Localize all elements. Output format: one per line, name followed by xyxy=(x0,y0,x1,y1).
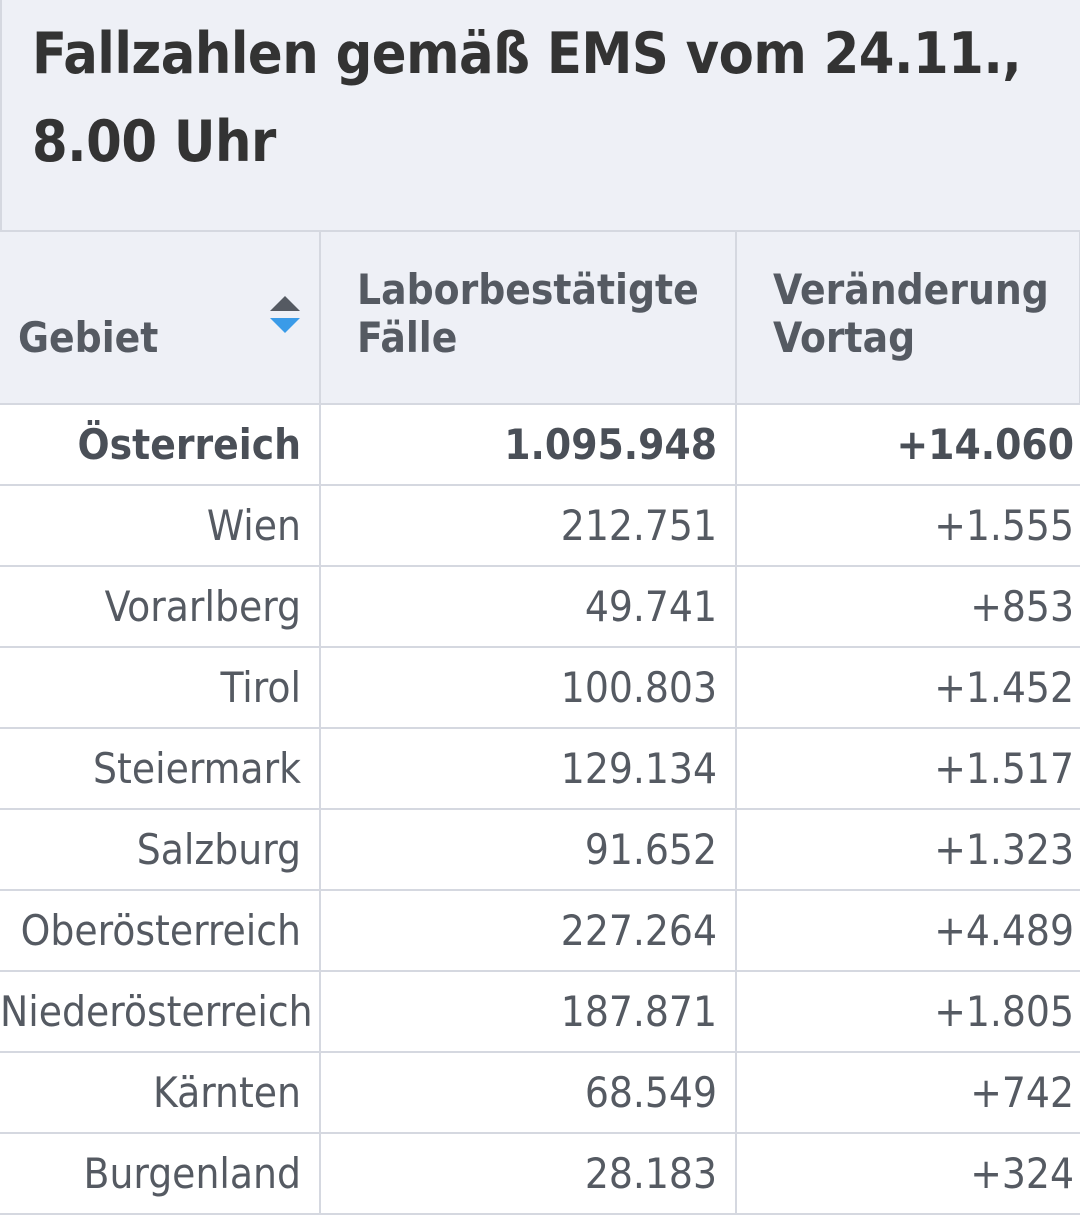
cell-faelle: 28.183 xyxy=(319,1132,737,1215)
cell-vortag: +14.060 xyxy=(735,403,1080,486)
cell-gebiet: Steiermark xyxy=(0,727,321,810)
table-row: Österreich 1.095.948 +14.060 xyxy=(0,403,1080,486)
column-header-label: Laborbestätigte Fälle xyxy=(357,265,699,362)
column-header-gebiet[interactable]: Gebiet xyxy=(0,232,321,405)
title-area: Fallzahlen gemäß EMS vom 24.11., 8.00 Uh… xyxy=(0,0,1080,232)
table-row: Burgenland 28.183 +324 xyxy=(0,1132,1080,1215)
cell-vortag: +1.555 xyxy=(735,484,1080,567)
cell-faelle: 68.549 xyxy=(319,1051,737,1134)
cell-vortag: +4.489 xyxy=(735,889,1080,972)
table-row: Tirol 100.803 +1.452 xyxy=(0,646,1080,729)
column-header-label: Gebiet xyxy=(18,313,159,362)
cell-faelle: 49.741 xyxy=(319,565,737,648)
case-table: Gebiet Laborbestätigte Fälle Veränderung… xyxy=(0,232,1080,1215)
cell-vortag: +853 xyxy=(735,565,1080,648)
cell-faelle: 91.652 xyxy=(319,808,737,891)
cell-vortag: +1.452 xyxy=(735,646,1080,729)
cell-faelle: 1.095.948 xyxy=(319,403,737,486)
table-row: Niederösterreich 187.871 +1.805 xyxy=(0,970,1080,1053)
column-header-faelle[interactable]: Laborbestätigte Fälle xyxy=(319,232,1037,405)
cell-vortag: +1.323 xyxy=(735,808,1080,891)
cell-faelle: 129.134 xyxy=(319,727,737,810)
table-row: Vorarlberg 49.741 +853 xyxy=(0,565,1080,648)
cell-vortag: +1.517 xyxy=(735,727,1080,810)
table-row: Oberösterreich 227.264 +4.489 xyxy=(0,889,1080,972)
table-header-row: Gebiet Laborbestätigte Fälle Veränderung… xyxy=(0,232,1080,405)
cell-gebiet: Kärnten xyxy=(0,1051,321,1134)
cell-vortag: +742 xyxy=(735,1051,1080,1134)
cell-gebiet: Wien xyxy=(0,484,321,567)
page-title: Fallzahlen gemäß EMS vom 24.11., 8.00 Uh… xyxy=(32,21,1022,175)
cell-vortag: +1.805 xyxy=(735,970,1080,1053)
cell-gebiet: Vorarlberg xyxy=(0,565,321,648)
table-row: Steiermark 129.134 +1.517 xyxy=(0,727,1080,810)
table-row: Salzburg 91.652 +1.323 xyxy=(0,808,1080,891)
cell-gebiet: Burgenland xyxy=(0,1132,321,1215)
cell-faelle: 187.871 xyxy=(319,970,737,1053)
cell-faelle: 227.264 xyxy=(319,889,737,972)
sort-icon[interactable] xyxy=(270,296,300,336)
cell-faelle: 100.803 xyxy=(319,646,737,729)
cell-gebiet: Österreich xyxy=(0,403,321,486)
cell-gebiet: Salzburg xyxy=(0,808,321,891)
cell-gebiet: Oberösterreich xyxy=(0,889,321,972)
table-row: Wien 212.751 +1.555 xyxy=(0,484,1080,567)
cell-gebiet: Tirol xyxy=(0,646,321,729)
cell-vortag: +324 xyxy=(735,1132,1080,1215)
column-header-label: Veränderung Vortag xyxy=(773,265,1049,362)
table-row: Kärnten 68.549 +742 xyxy=(0,1051,1080,1134)
cell-gebiet: Niederösterreich xyxy=(0,970,321,1053)
cell-faelle: 212.751 xyxy=(319,484,737,567)
column-header-vortag[interactable]: Veränderung Vortag xyxy=(735,232,1080,405)
